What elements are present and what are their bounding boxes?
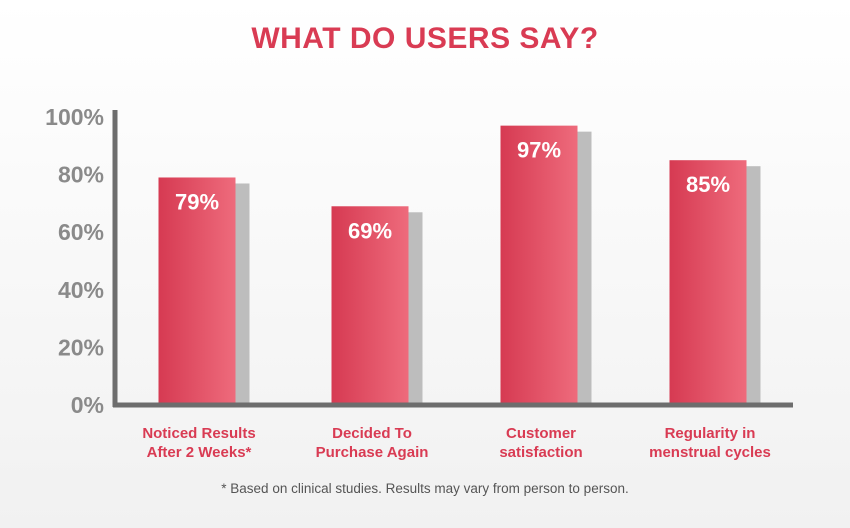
bar [500,125,578,405]
value-label: 79% [175,189,219,214]
footnote: * Based on clinical studies. Results may… [221,481,629,496]
value-label: 69% [348,218,392,243]
category-label: Regularity in [665,425,756,442]
y-tick-labels: 0% 20% 40% 60% 80% 100% [45,104,104,418]
category-label: Noticed Results [142,425,255,442]
y-tick-label: 20% [58,334,104,360]
category-label: Purchase Again [316,444,429,461]
y-tick-label: 80% [58,162,104,188]
category-label: Customer [506,425,576,442]
category-label: After 2 Weeks* [147,444,252,461]
chart-title: WHAT DO USERS SAY? [251,22,599,55]
value-labels: 79% 69% 97% 85% [175,138,730,244]
y-tick-label: 0% [71,392,104,418]
category-label: satisfaction [499,444,582,461]
bars [158,125,747,405]
y-tick-label: 40% [58,277,104,303]
value-label: 97% [517,138,561,163]
category-label: Decided To [332,425,412,442]
bar [669,160,747,405]
axes [112,110,793,408]
bar [158,177,236,405]
category-label: menstrual cycles [649,444,771,461]
bar [331,206,409,405]
category-labels: Noticed Results After 2 Weeks* Decided To P… [142,425,771,461]
y-tick-label: 60% [58,219,104,245]
value-label: 85% [686,172,730,197]
y-tick-label: 100% [45,104,104,130]
